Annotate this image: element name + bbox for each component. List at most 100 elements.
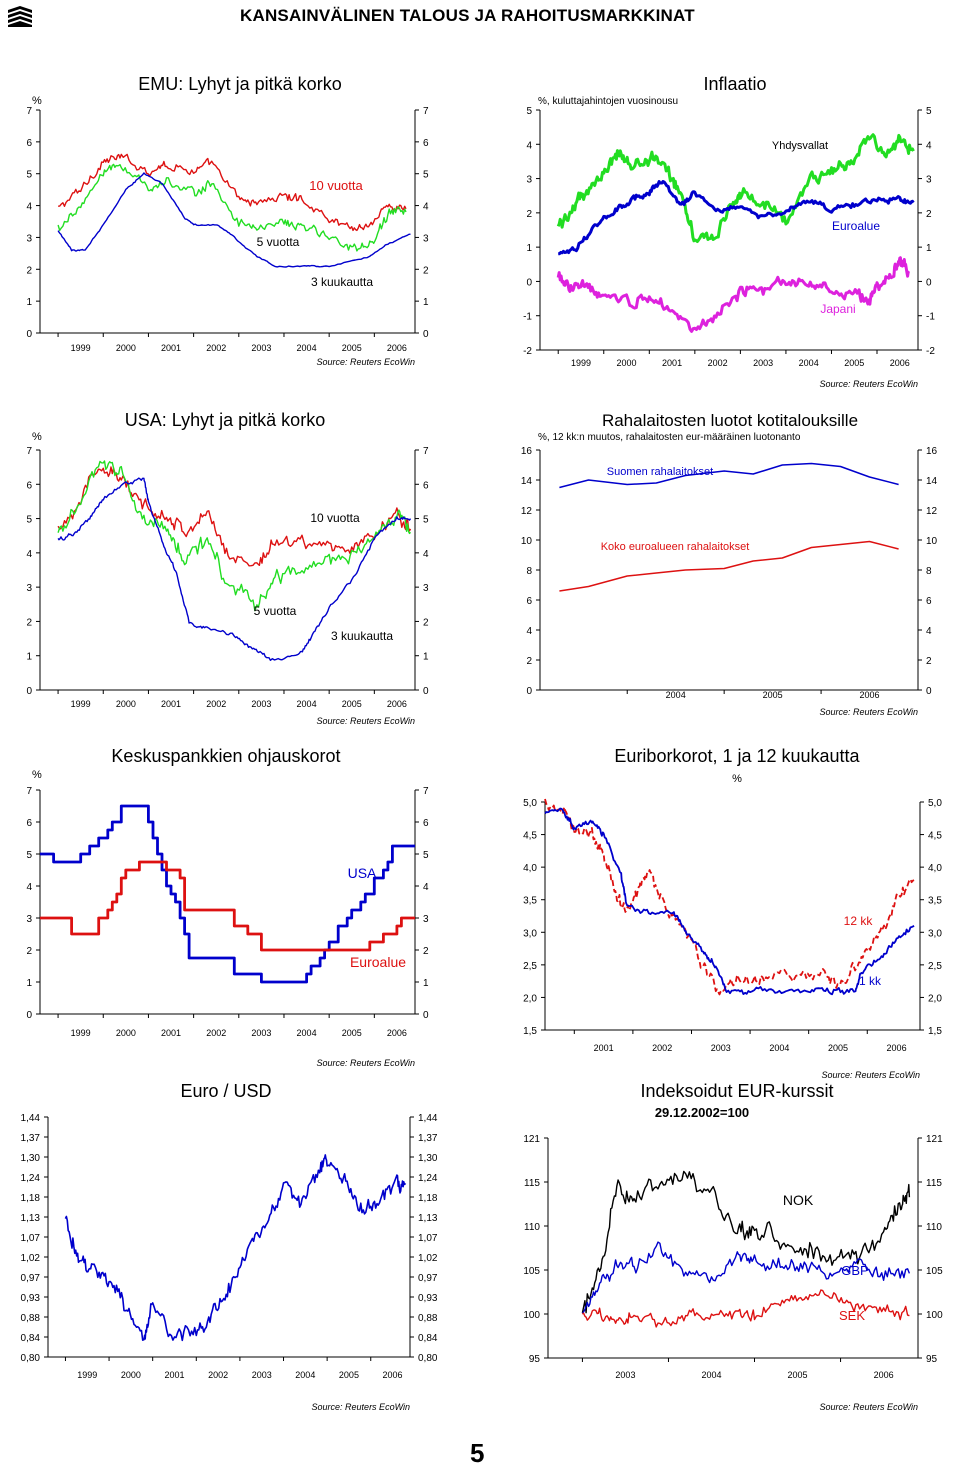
- y-tick-label-right: 7: [423, 786, 429, 797]
- series-annotation: USA: [348, 865, 377, 881]
- series-annotation: NOK: [783, 1192, 814, 1208]
- chart-inflation: Inflaatio %, kuluttajahintojen vuosinousu…: [500, 60, 960, 390]
- y-tick-label-left: 2,0: [523, 993, 537, 1004]
- chart-title: Rahalaitosten luotot kotitalouksille: [602, 411, 858, 430]
- y-tick-label-left: 1,02: [21, 1253, 41, 1264]
- y-tick-label-left: 2: [26, 946, 32, 957]
- x-tick-label: 1999: [71, 699, 91, 709]
- chart-source: Source: Reuters EcoWin: [317, 1058, 415, 1068]
- y-tick-label-left: 1,18: [21, 1193, 41, 1204]
- series-annotation: 3 kuukautta: [331, 629, 393, 643]
- y-tick-label-left: 0,84: [21, 1333, 41, 1344]
- y-tick-label-right: 2,5: [928, 961, 942, 972]
- y-tick-label-right: 0: [926, 686, 932, 697]
- y-tick-label-right: 5: [423, 850, 429, 861]
- x-tick-label: 2006: [860, 690, 880, 700]
- y-tick-label-right: 0,88: [418, 1313, 438, 1324]
- x-tick-label: 2005: [828, 1043, 848, 1053]
- chart-svg-inflation: Inflaatio %, kuluttajahintojen vuosinousu…: [523, 74, 935, 389]
- y-tick-label-right: 0: [423, 329, 429, 340]
- x-tick-label: 1999: [571, 358, 591, 368]
- chart-svg-loans: Rahalaitosten luotot kotitalouksille %, 1…: [521, 411, 938, 717]
- y-tick-label-left: 4: [26, 882, 32, 893]
- y-tick-label-left: 5,0: [523, 798, 537, 809]
- y-tick-label-right: 110: [926, 1222, 942, 1233]
- y-tick-label-left: 6: [26, 480, 32, 491]
- y-tick-label-right: -2: [926, 346, 935, 357]
- x-tick-label: 2004: [666, 690, 686, 700]
- series-line-5-vuotta: [57, 163, 407, 252]
- y-tick-label-right: 1,02: [418, 1253, 438, 1264]
- y-tick-label-right: 1,13: [418, 1213, 438, 1224]
- chart-svg-eurusd: Euro / USD Source: Reuters EcoWin 0,80 0,80…: [21, 1081, 438, 1412]
- y-tick-label-left: -2: [523, 346, 532, 357]
- y-tick-label-left: 2: [526, 209, 532, 220]
- y-tick-label-left: 4: [26, 202, 32, 213]
- y-tick-label-right: 1: [423, 297, 429, 308]
- chart-title: Euro / USD: [180, 1081, 271, 1101]
- series-line-1-kk: [544, 807, 915, 996]
- chart-euribor: Euriborkorot, 1 ja 12 kuukautta% Source: …: [500, 740, 960, 1080]
- y-tick-label-left: 5: [26, 170, 32, 181]
- x-tick-label: 2003: [251, 699, 271, 709]
- x-tick-label: 2006: [387, 1028, 407, 1038]
- chart-unit-label: %: [732, 773, 742, 785]
- y-tick-label-right: 1,5: [928, 1026, 942, 1037]
- y-tick-label-left: 2,5: [523, 961, 537, 972]
- x-tick-label: 2002: [206, 1028, 226, 1038]
- y-tick-label-left: 1: [26, 297, 32, 308]
- bank-logo-icon: [8, 6, 32, 27]
- chart-unit-label: %, 12 kk:n muutos, rahalaitosten eur-mää…: [538, 432, 801, 443]
- y-tick-label-right: 100: [926, 1310, 943, 1321]
- y-tick-label-left: 0: [526, 686, 532, 697]
- series-line-gbp: [581, 1241, 911, 1315]
- series-line-nok: [581, 1170, 911, 1314]
- y-tick-label-left: 0,93: [21, 1293, 41, 1304]
- y-tick-label-right: 4: [423, 202, 429, 213]
- x-tick-label: 2005: [844, 358, 864, 368]
- y-tick-label-right: 2: [423, 946, 429, 957]
- y-tick-label-left: 1,44: [21, 1113, 41, 1124]
- chart-eur-usd: Euro / USD Source: Reuters EcoWin 0,80 0,80…: [0, 1075, 450, 1425]
- series-annotation: 3 kuukautta: [311, 275, 373, 289]
- y-tick-label-left: 6: [526, 596, 532, 607]
- y-tick-label-right: 0,80: [418, 1353, 438, 1364]
- y-tick-label-right: 3,5: [928, 896, 942, 907]
- series-line-12-kk: [544, 798, 915, 996]
- x-tick-label: 2003: [252, 1370, 272, 1380]
- chart-svg-euribor: Euriborkorot, 1 ja 12 kuukautta% Source: …: [523, 746, 942, 1080]
- x-tick-label: 2002: [206, 699, 226, 709]
- series-annotation: 10 vuotta: [309, 178, 363, 193]
- x-tick-label: 2005: [342, 1028, 362, 1038]
- x-tick-label: 2001: [161, 343, 181, 353]
- chart-svg-indexed: Indeksoidut EUR-kurssit 29.12.2002=100 Sou…: [523, 1081, 943, 1412]
- y-tick-label-right: 1,18: [418, 1193, 438, 1204]
- y-tick-label-left: 95: [529, 1354, 541, 1365]
- y-tick-label-left: 16: [521, 446, 533, 457]
- y-tick-label-right: 1: [926, 243, 932, 254]
- y-tick-label-left: 12: [521, 506, 533, 517]
- series-annotation: 1 kk: [859, 974, 882, 988]
- y-tick-label-right: 4: [423, 549, 429, 560]
- y-tick-label-left: 4: [526, 626, 532, 637]
- series-line-japani: [556, 256, 911, 333]
- y-tick-label-left: 3: [26, 583, 32, 594]
- series-line-eur-usd: [64, 1154, 407, 1342]
- x-tick-label: 2005: [788, 1370, 808, 1380]
- series-line-3-kuukautta: [57, 172, 411, 268]
- chart-unit-label: %: [32, 95, 42, 107]
- chart-subtitle: 29.12.2002=100: [655, 1105, 749, 1120]
- y-tick-label-right: 10: [926, 536, 938, 547]
- chart-title: Indeksoidut EUR-kurssit: [640, 1081, 833, 1101]
- y-tick-label-left: 1: [26, 978, 32, 989]
- y-tick-label-right: 0: [926, 277, 932, 288]
- x-tick-label: 2001: [161, 1028, 181, 1038]
- x-tick-label: 1999: [77, 1370, 97, 1380]
- y-tick-label-left: 4,5: [523, 831, 537, 842]
- y-tick-label-right: 4: [423, 882, 429, 893]
- y-tick-label-right: 8: [926, 566, 932, 577]
- chart-indexed-eur: Indeksoidut EUR-kurssit 29.12.2002=100 Sou…: [500, 1075, 960, 1425]
- page-header: KANSAINVÄLINEN TALOUS JA RAHOITUSMARKKIN…: [0, 0, 960, 30]
- y-tick-label-left: 8: [526, 566, 532, 577]
- series-annotation: 5 vuotta: [257, 235, 300, 249]
